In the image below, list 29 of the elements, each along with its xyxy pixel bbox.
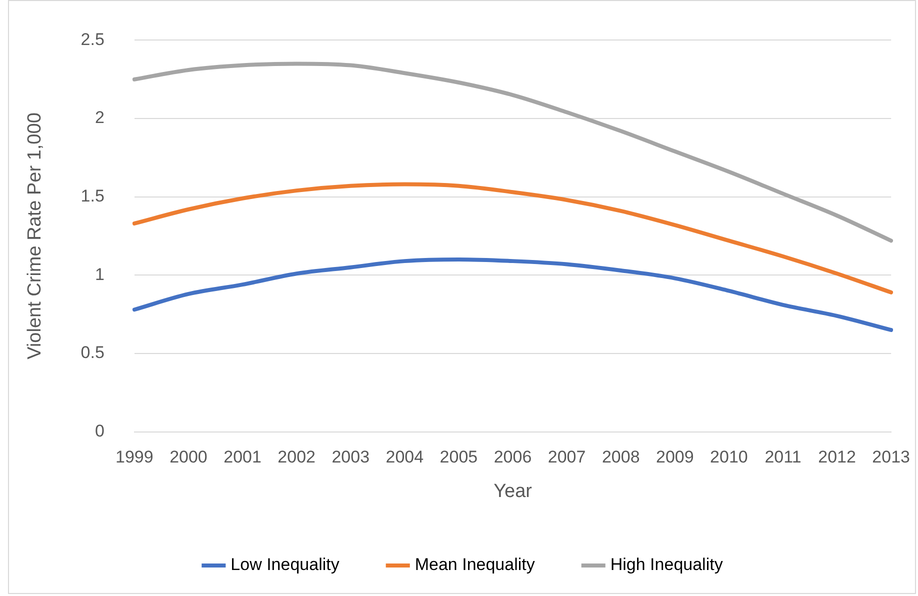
line-series — [132, 257, 894, 332]
x-tick-label: 2000 — [170, 448, 208, 467]
x-tick-label: 2005 — [440, 448, 478, 467]
y-tick-label: 2.5 — [80, 30, 104, 49]
x-tick-label: 2006 — [494, 448, 532, 467]
x-tick-label: 1999 — [116, 448, 154, 467]
y-tick-label: 2 — [94, 108, 104, 128]
x-tick-label: 2008 — [602, 448, 640, 467]
legend-label: Low Inequality — [230, 555, 340, 574]
y-tick-label: 1 — [94, 264, 104, 284]
y-tick-label: 0 — [94, 421, 104, 440]
y-tick-label: 1.5 — [80, 186, 104, 206]
y-tick-label: 0.5 — [80, 343, 104, 362]
x-tick-label: 2011 — [764, 448, 802, 467]
line-series — [132, 62, 894, 243]
x-tick-label: 2007 — [548, 448, 586, 467]
legend-label: Mean Inequality — [414, 555, 536, 574]
line-series — [132, 182, 894, 294]
x-tick-label: 2002 — [278, 448, 316, 467]
x-axis-title: Year — [494, 480, 533, 502]
x-tick-label: 2001 — [224, 448, 262, 467]
x-tick-label: 2012 — [818, 448, 856, 467]
x-tick-label: 2009 — [656, 448, 694, 467]
x-tick-label: 2013 — [872, 448, 910, 467]
y-axis-title: Violent Crime Rate Per 1,000 — [24, 112, 46, 360]
legend-label: High Inequality — [610, 555, 724, 574]
x-tick-label: 2003 — [332, 448, 370, 467]
x-tick-label: 2010 — [710, 448, 748, 467]
x-tick-label: 2004 — [386, 448, 424, 467]
